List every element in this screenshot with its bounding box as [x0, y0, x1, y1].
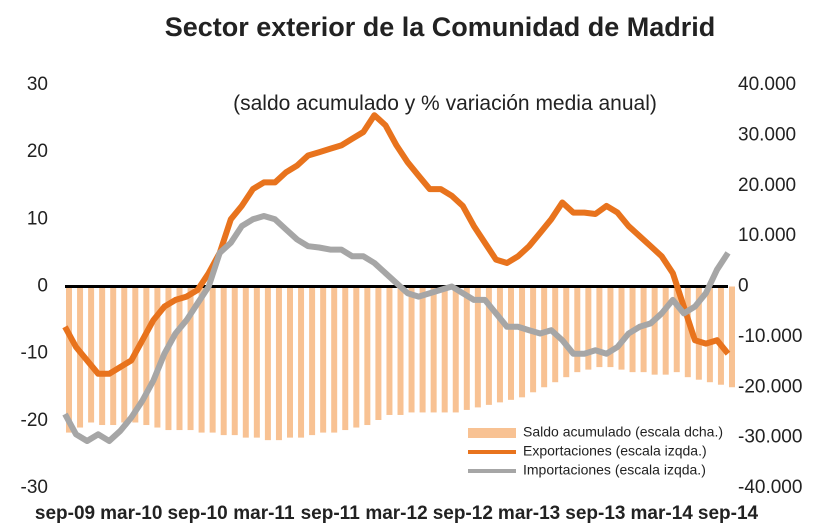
bar — [596, 286, 603, 368]
bar — [684, 286, 691, 378]
bar — [541, 286, 548, 388]
y-tick-label: 30 — [27, 74, 48, 95]
bar — [386, 286, 393, 415]
chart-title: Sector exterior de la Comunidad de Madri… — [164, 12, 716, 42]
bar — [154, 286, 161, 428]
bar — [717, 286, 724, 385]
bar — [66, 286, 72, 433]
bar — [264, 286, 271, 441]
bar — [253, 286, 260, 438]
bar — [729, 286, 735, 388]
bar — [706, 286, 713, 383]
bar — [331, 286, 338, 433]
bar — [187, 286, 194, 431]
chart-subtitle: (saldo acumulado y % variación media anu… — [233, 92, 657, 115]
y2-tick-label: 20.000 — [738, 175, 796, 196]
bar — [419, 286, 426, 413]
bar — [662, 286, 669, 375]
y-tick-label: -30 — [21, 477, 48, 498]
y-tick-label: 20 — [27, 141, 48, 162]
bar — [287, 286, 293, 438]
bar — [585, 286, 592, 370]
x-tick-label: sep-13 — [565, 503, 625, 524]
y-tick-label: 0 — [37, 276, 48, 297]
x-tick-label: sep-10 — [167, 503, 227, 524]
bar — [220, 286, 227, 436]
y2-tick-label: -20.000 — [738, 376, 802, 397]
bar — [408, 286, 415, 413]
bar — [508, 286, 514, 400]
bar — [209, 286, 216, 433]
bar — [77, 286, 84, 428]
bar — [618, 286, 625, 370]
bar — [143, 286, 150, 426]
bar — [320, 286, 327, 433]
x-tick-label: sep-14 — [698, 503, 759, 524]
bar — [496, 286, 503, 403]
x-tick-label: sep-12 — [433, 503, 493, 524]
x-tick-label: mar-11 — [233, 503, 295, 524]
bar — [342, 286, 349, 431]
legend-swatch — [468, 428, 516, 438]
y2-tick-label: 30.000 — [738, 124, 796, 145]
bar — [574, 286, 581, 373]
bar — [474, 286, 481, 408]
legend-label: Exportaciones (escala izqda.) — [523, 443, 707, 459]
bar — [430, 286, 437, 413]
bar — [695, 286, 702, 380]
bar — [364, 286, 371, 426]
bar — [441, 286, 448, 413]
x-tick-label: sep-11 — [301, 503, 361, 524]
y2-tick-label: 10.000 — [738, 225, 796, 246]
bar — [242, 286, 249, 438]
bar — [231, 286, 238, 436]
y-tick-label: -10 — [21, 343, 48, 364]
bar — [519, 286, 526, 398]
bar — [607, 286, 614, 368]
bar — [298, 286, 305, 438]
legend-label: Importaciones (escala izqda.) — [523, 462, 706, 478]
x-tick-label: mar-12 — [365, 503, 427, 524]
y-tick-label: 10 — [27, 208, 48, 229]
y2-tick-label: -10.000 — [738, 326, 802, 347]
bar — [353, 286, 360, 428]
bar — [673, 286, 680, 373]
line — [62, 213, 731, 444]
bar — [397, 286, 404, 415]
bar — [530, 286, 537, 393]
x-tick-label: mar-10 — [100, 503, 162, 524]
bar — [110, 286, 117, 426]
x-tick-label: mar-13 — [498, 503, 560, 524]
bar — [198, 286, 205, 433]
bar — [176, 286, 183, 431]
bar — [463, 286, 470, 410]
bar — [121, 286, 128, 423]
y2-tick-label: 40.000 — [738, 74, 796, 95]
y2-tick-label: 0 — [738, 276, 749, 297]
bar — [99, 286, 106, 426]
bar — [640, 286, 647, 373]
y2-tick-label: -30.000 — [738, 427, 802, 448]
bar — [563, 286, 570, 378]
x-tick-label: mar-14 — [631, 503, 694, 524]
bar — [651, 286, 658, 375]
bar — [275, 286, 282, 441]
x-tick-label: sep-09 — [35, 503, 95, 524]
line — [62, 112, 731, 377]
bar — [88, 286, 95, 423]
bar — [309, 286, 316, 436]
bar — [452, 286, 459, 413]
bar — [485, 286, 492, 405]
bar — [375, 286, 382, 420]
legend-label: Saldo acumulado (escala dcha.) — [523, 424, 723, 440]
y2-tick-label: -40.000 — [738, 477, 802, 498]
y-tick-label: -20 — [21, 410, 48, 431]
bar — [165, 286, 172, 431]
